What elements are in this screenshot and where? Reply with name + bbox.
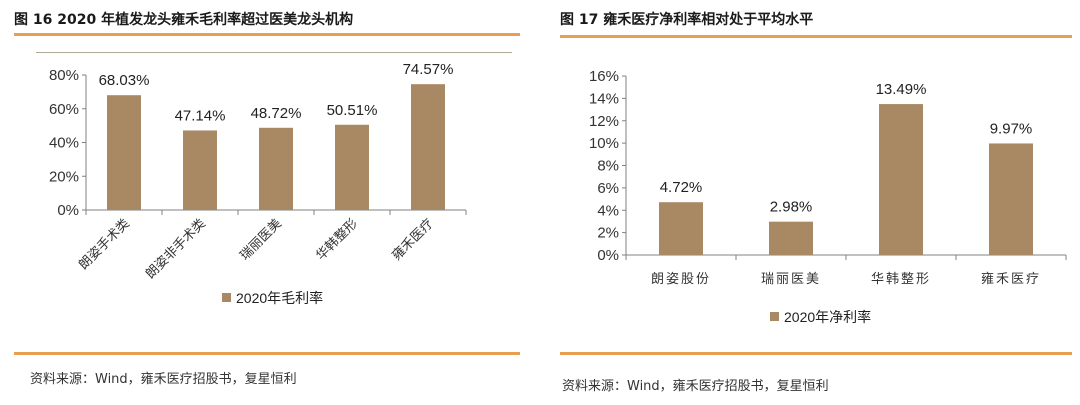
bar-value-label: 2.98%	[770, 199, 813, 216]
legend-swatch	[222, 293, 231, 302]
bar-value-label: 4.72%	[660, 179, 703, 196]
bar	[989, 143, 1033, 255]
x-category-label: 雍禾医疗	[389, 216, 436, 263]
right-bottom-rule	[560, 352, 1072, 355]
y-tick-label: 12%	[589, 113, 619, 130]
left-title-rule	[14, 33, 520, 36]
bar	[879, 104, 923, 255]
bar	[335, 124, 369, 210]
x-category-label: 雍禾医疗	[981, 271, 1041, 286]
y-tick-label: 0%	[57, 202, 79, 219]
left-y-axis: 0% 20% 40% 60% 80%	[49, 67, 467, 219]
bar	[183, 130, 217, 210]
bar-value-label: 68.03%	[99, 72, 150, 89]
bar	[259, 127, 293, 210]
x-category-label: 朗姿手术类	[76, 216, 133, 273]
x-category-label: 瑞丽医美	[761, 271, 821, 286]
x-category-label: 朗姿股份	[651, 271, 711, 286]
right-figure-panel: 图 17 雍禾医疗净利率相对处于平均水平 0% 2% 4% 6% 8% 10% 12% 14%…	[540, 0, 1080, 405]
bar-value-label: 48.72%	[251, 105, 302, 122]
x-category-label: 华韩整形	[313, 216, 360, 263]
y-tick-label: 4%	[597, 202, 619, 219]
y-tick-label: 10%	[589, 135, 619, 152]
y-tick-label: 40%	[49, 135, 79, 152]
legend-label: 2020年净利率	[784, 309, 871, 325]
y-tick-label: 80%	[49, 67, 79, 84]
bar-value-label: 47.14%	[175, 107, 226, 124]
left-figure-title: 图 16 2020 年植发龙头雍禾毛利率超过医美龙头机构	[14, 12, 354, 28]
y-tick-label: 16%	[589, 68, 619, 85]
left-source-note: 资料来源：Wind，雍禾医疗招股书，复星恒利	[30, 372, 297, 387]
y-tick-label: 2%	[597, 225, 619, 242]
left-legend: 2020年毛利率	[222, 290, 323, 306]
legend-swatch	[770, 312, 779, 321]
right-figure-title: 图 17 雍禾医疗净利率相对处于平均水平	[560, 12, 814, 28]
right-bar-chart: 0% 2% 4% 6% 8% 10% 12% 14% 16% 4.72% 2.98% 13.49% 9…	[589, 68, 1067, 325]
right-legend: 2020年净利率	[770, 309, 871, 325]
left-chart-top-border	[36, 52, 512, 53]
right-x-labels: 朗姿股份 瑞丽医美 华韩整形 雍禾医疗	[651, 271, 1041, 286]
left-bars: 68.03% 47.14% 48.72% 50.51% 74.57%	[99, 61, 454, 210]
y-tick-label: 8%	[597, 158, 619, 175]
right-title-rule	[560, 35, 1072, 38]
y-tick-label: 6%	[597, 180, 619, 197]
y-tick-label: 0%	[597, 247, 619, 264]
bar-value-label: 9.97%	[990, 120, 1033, 137]
bar	[769, 221, 813, 255]
legend-label: 2020年毛利率	[236, 290, 323, 306]
left-bar-chart: 0% 20% 40% 60% 80% 68.03% 47.14% 48.72% 50.51% 7…	[49, 61, 467, 306]
bar-value-label: 74.57%	[403, 61, 454, 78]
bar	[107, 95, 141, 210]
y-tick-label: 14%	[589, 90, 619, 107]
left-x-labels: 朗姿手术类 朗姿非手术类 瑞丽医美 华韩整形 雍禾医疗	[76, 216, 437, 282]
bar-value-label: 50.51%	[327, 102, 378, 119]
left-bottom-rule	[14, 352, 520, 355]
bar-value-label: 13.49%	[876, 81, 927, 98]
bar	[411, 84, 445, 210]
x-category-label: 朗姿非手术类	[142, 216, 208, 282]
x-category-label: 华韩整形	[871, 271, 931, 286]
bar	[659, 202, 703, 255]
right-source-note: 资料来源：Wind，雍禾医疗招股书，复星恒利	[562, 379, 829, 394]
right-bars: 4.72% 2.98% 13.49% 9.97%	[659, 81, 1033, 255]
right-y-axis: 0% 2% 4% 6% 8% 10% 12% 14% 16%	[589, 68, 1067, 264]
y-tick-label: 20%	[49, 168, 79, 185]
x-category-label: 瑞丽医美	[237, 216, 284, 263]
y-tick-label: 60%	[49, 101, 79, 118]
left-figure-panel: 图 16 2020 年植发龙头雍禾毛利率超过医美龙头机构 0% 20% 40% 60%…	[14, 12, 520, 387]
